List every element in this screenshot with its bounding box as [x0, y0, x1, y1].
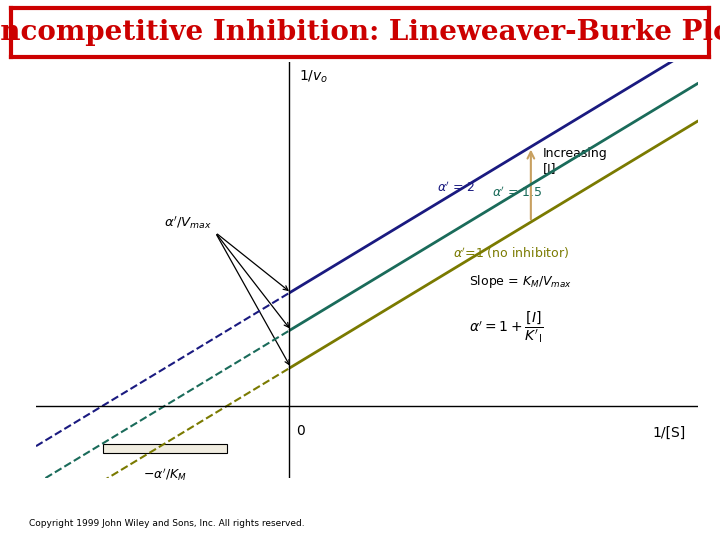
Text: $\alpha'$=1 (no inhibitor): $\alpha'$=1 (no inhibitor)	[453, 246, 569, 261]
Text: $\alpha'$ = 1.5: $\alpha'$ = 1.5	[492, 185, 543, 200]
Bar	[102, 443, 227, 454]
Text: Increasing
[I]: Increasing [I]	[543, 147, 607, 176]
Text: Copyright 1999 John Wiley and Sons, Inc. All rights reserved.: Copyright 1999 John Wiley and Sons, Inc.…	[29, 519, 305, 529]
Text: 1/[S]: 1/[S]	[653, 426, 686, 440]
Text: $\alpha'$ = 2: $\alpha'$ = 2	[437, 181, 476, 195]
Text: $1/v_o$: $1/v_o$	[299, 69, 328, 85]
Text: 0: 0	[297, 424, 305, 438]
Text: Slope = $K_M/V_{max}$: Slope = $K_M/V_{max}$	[469, 273, 572, 290]
Text: $\alpha' = 1 + \dfrac{[I]}{K'_{\rm I}}$: $\alpha' = 1 + \dfrac{[I]}{K'_{\rm I}}$	[469, 309, 543, 345]
Text: $-\alpha'/K_M$: $-\alpha'/K_M$	[143, 467, 186, 483]
Text: Uncompetitive Inhibition: Lineweaver-Burke Plot: Uncompetitive Inhibition: Lineweaver-Bur…	[0, 19, 720, 46]
Text: $\alpha'/V_{max}$: $\alpha'/V_{max}$	[164, 214, 212, 231]
